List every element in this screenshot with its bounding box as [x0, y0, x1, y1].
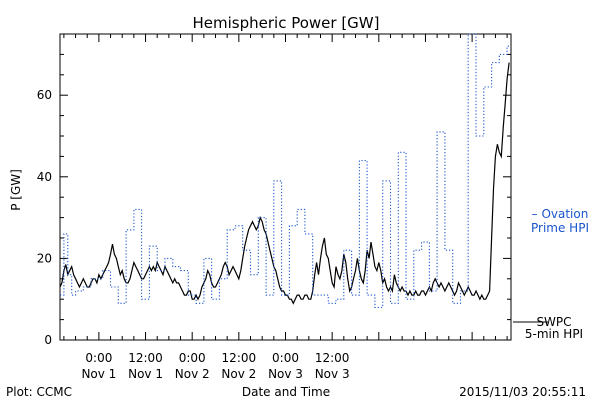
series-label-swpc: SWPC — [536, 315, 571, 329]
plot-credit: Plot: CCMC — [6, 385, 72, 399]
x-tick-label-date: Nov 1 — [128, 367, 163, 381]
x-tick-label-time: 0:00 — [85, 351, 112, 365]
x-tick-label-time: 0:00 — [179, 351, 206, 365]
series-line-ovation-prime — [60, 33, 511, 308]
y-tick-label: 60 — [37, 88, 52, 102]
plot-timestamp: 2015/11/03 20:55:11 — [459, 385, 586, 399]
y-axis-ticks: 0 20 40 60 — [37, 33, 511, 347]
x-tick-label-date: Nov 2 — [175, 367, 210, 381]
series-label-swpc: 5-min HPI — [525, 327, 583, 341]
y-tick-label: 40 — [37, 170, 52, 184]
x-tick-label-date: Nov 3 — [315, 367, 350, 381]
series-layer — [59, 33, 511, 308]
y-axis-label: P [GW] — [9, 169, 23, 211]
x-tick-label-time: 12:00 — [128, 351, 163, 365]
x-tick-label-time: 12:00 — [222, 351, 257, 365]
x-axis-ticks: 0:00 Nov 1 12:00 Nov 1 0:00 Nov 2 12:00 Nov 2 0:… — [63, 34, 508, 381]
x-tick-label-time: 12:00 — [315, 351, 350, 365]
series-line-swpc — [59, 62, 510, 305]
x-tick-label-time: 0:00 — [272, 351, 299, 365]
x-axis-label: Date and Time — [242, 385, 330, 399]
series-label-ovation: – Ovation — [532, 207, 589, 221]
x-tick-label-date: Nov 1 — [81, 367, 116, 381]
x-tick-label-date: Nov 3 — [268, 367, 303, 381]
chart-title: Hemispheric Power [GW] — [193, 14, 380, 32]
y-tick-label: 20 — [37, 251, 52, 265]
series-label-ovation: Prime HPI — [531, 221, 589, 235]
y-tick-label: 0 — [44, 333, 52, 347]
x-tick-label-date: Nov 2 — [221, 367, 256, 381]
